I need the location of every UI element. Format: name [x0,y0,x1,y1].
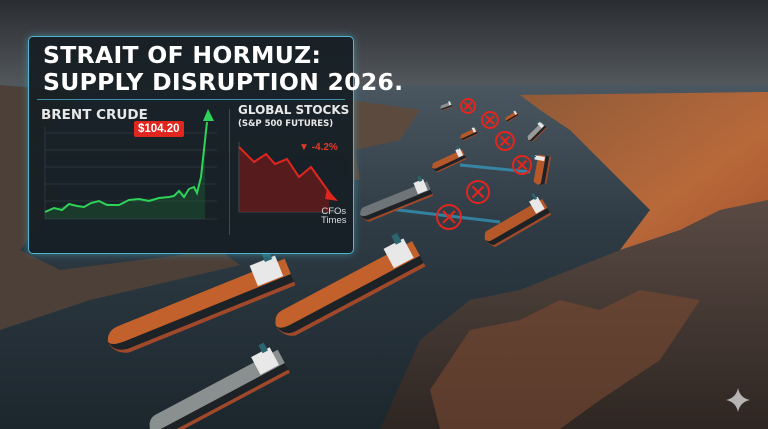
tanker-ship [149,342,290,429]
sp500-futures-label: (S&P 500 FUTURES) [238,119,334,129]
tanker-ship [460,125,479,142]
lane-lines [389,163,531,224]
brent-price-badge: $104.20 [134,121,184,137]
red-x-circle-icon [436,204,462,230]
red-x-circle-icon [460,98,476,114]
red-x-circle-icon [481,111,499,129]
brand-logo: CFOs Times [321,206,347,226]
brent-area [45,132,205,219]
tanker-ship [527,120,547,143]
tanker-ship [275,233,426,336]
sparkle-watermark-icon [726,388,750,412]
left-shore [0,85,240,330]
blockade-markers [436,98,532,230]
mini-charts [44,109,342,220]
headline-line-2: SUPPLY DISRUPTION 2026. [43,68,404,96]
tanker-ship [360,175,434,222]
cliff-rust [430,290,700,429]
tanker-ship [107,249,296,353]
stocks-down-arrow-icon [325,189,338,201]
island [350,100,420,180]
brent-crude-label: BRENT CRUDE [41,107,148,123]
stocks-line [238,146,332,196]
red-x-circle-icon [466,180,490,204]
tanker-ship [432,145,467,173]
global-stocks-label: GLOBAL STOCKS [238,103,350,117]
brent-line [44,121,208,213]
tanker-ship [440,99,453,111]
divider-vertical [229,109,230,235]
stocks-change: ▼ -4.2% [299,142,338,153]
red-x-circle-icon [512,155,532,175]
brent-up-arrow-icon [203,109,214,121]
brent-grid [44,127,217,220]
stocks-area [239,147,329,212]
red-x-circle-icon [495,131,515,151]
divider [37,99,345,100]
tanker-ship [531,154,552,186]
tanker-ship [504,109,519,123]
market-overlay-panel: STRAIT OF HORMUZ: SUPPLY DISRUPTION 2026… [28,36,403,254]
brand-line-1: CFOs [321,206,347,217]
tanker-ship [484,193,552,247]
brand-line-2: Times [321,215,347,226]
headline-line-1: STRAIT OF HORMUZ: [43,41,322,69]
